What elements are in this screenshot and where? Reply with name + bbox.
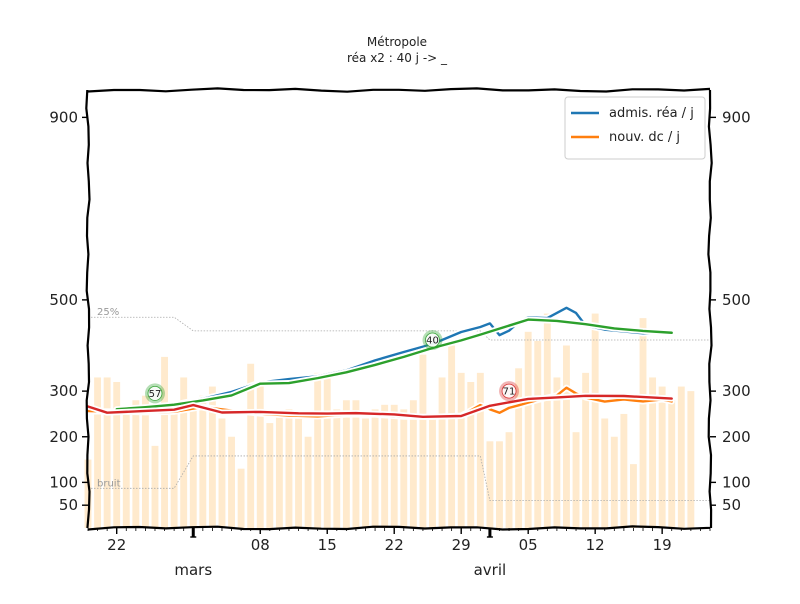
bar-33 — [400, 409, 407, 528]
bar-31 — [381, 405, 388, 528]
xtick-label-4: 29 — [452, 536, 471, 554]
bar-57 — [630, 464, 637, 528]
chart-subtitle: réa x2 : 40 j -> _ — [347, 51, 448, 65]
bar-25 — [324, 377, 331, 528]
legend: admis. réa / j nouv. dc / j — [565, 97, 705, 159]
reference-label-upper: 25% — [97, 307, 119, 318]
bar-44 — [506, 432, 513, 528]
bar-7 — [152, 446, 159, 528]
ytick-label-right-0: 50 — [722, 496, 741, 514]
month-label-0: mars — [174, 561, 212, 579]
bar-32 — [391, 405, 398, 528]
ytick-label-left-3: 300 — [49, 382, 78, 400]
bar-18 — [257, 387, 264, 528]
bar-55 — [611, 437, 618, 528]
bar-38 — [448, 346, 455, 529]
bar-4 — [123, 409, 130, 528]
bar-6 — [142, 396, 149, 528]
bar-29 — [362, 419, 369, 529]
bar-19 — [266, 423, 273, 528]
bar-39 — [458, 373, 465, 528]
bar-60 — [659, 387, 666, 528]
bar-50 — [563, 346, 570, 529]
ytick-label-left-2: 200 — [49, 428, 78, 446]
bar-9 — [171, 409, 178, 528]
bar-61 — [668, 400, 675, 528]
bar-12 — [199, 396, 206, 528]
bar-62 — [678, 387, 685, 528]
bar-54 — [601, 419, 608, 529]
xtick-label-6: 12 — [586, 536, 605, 554]
bar-53 — [592, 314, 599, 528]
bar-16 — [238, 469, 245, 528]
bar-41 — [477, 373, 484, 528]
xtick-label-5: 05 — [519, 536, 538, 554]
bar-43 — [496, 441, 503, 528]
bar-15 — [228, 437, 235, 528]
bar-27 — [343, 400, 350, 528]
bar-14 — [219, 419, 226, 529]
bar-22 — [295, 419, 302, 529]
ytick-label-right-2: 200 — [722, 428, 751, 446]
bar-36 — [429, 414, 436, 528]
bar-3 — [113, 382, 120, 528]
bar-2 — [104, 377, 111, 528]
bar-56 — [620, 414, 627, 528]
bar-58 — [640, 318, 647, 528]
bar-21 — [286, 409, 293, 528]
xtick-label-0: 22 — [107, 536, 126, 554]
bar-26 — [333, 409, 340, 528]
bar-48 — [544, 314, 551, 528]
bar-8 — [161, 357, 168, 528]
xtick-label-3: 22 — [385, 536, 404, 554]
bar-47 — [534, 341, 541, 528]
bar-11 — [190, 400, 197, 528]
bar-30 — [372, 409, 379, 528]
bar-20 — [276, 414, 283, 528]
badge-label-0: 57 — [149, 389, 162, 400]
bar-42 — [486, 441, 493, 528]
chart-title: Métropole — [367, 35, 427, 49]
bar-28 — [352, 400, 359, 528]
reference-label-lower: bruit — [97, 478, 121, 489]
bar-5 — [132, 400, 139, 528]
bar-63 — [687, 391, 694, 528]
ytick-label-left-5: 900 — [49, 108, 78, 126]
ytick-label-right-3: 300 — [722, 382, 751, 400]
ytick-label-right-5: 900 — [722, 108, 751, 126]
bar-1 — [94, 377, 101, 528]
bar-23 — [305, 437, 312, 528]
badge-label-2: 71 — [503, 387, 516, 398]
ytick-label-right-1: 100 — [722, 473, 751, 491]
bar-group — [85, 314, 695, 528]
ytick-label-left-4: 500 — [49, 291, 78, 309]
ytick-label-left-0: 50 — [59, 496, 78, 514]
bar-40 — [467, 382, 474, 528]
badge-label-1: 40 — [426, 336, 439, 347]
legend-label-1: nouv. dc / j — [609, 130, 680, 145]
bar-51 — [573, 432, 580, 528]
bar-24 — [314, 373, 321, 528]
ytick-label-right-4: 500 — [722, 291, 751, 309]
month-label-1: avril — [474, 561, 507, 579]
xtick-label-2: 15 — [318, 536, 337, 554]
bar-37 — [439, 377, 446, 528]
xtick-label-7: 19 — [653, 536, 672, 554]
ytick-label-left-1: 100 — [49, 473, 78, 491]
bar-46 — [525, 332, 532, 528]
bar-35 — [419, 355, 426, 528]
xtick-label-1: 08 — [251, 536, 270, 554]
legend-label-0: admis. réa / j — [609, 106, 694, 121]
